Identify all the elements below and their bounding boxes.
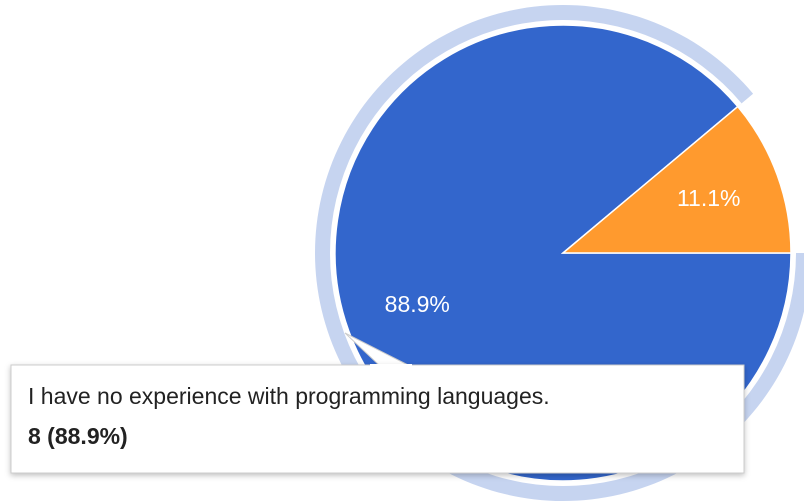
tooltip-category: I have no experience with programming la… [28, 383, 550, 409]
tooltip-detail: 8 (88.9%) [28, 423, 128, 449]
slice [560, 105, 792, 254]
slice-label: 11.1% [677, 185, 741, 211]
tooltip-joint [370, 364, 412, 367]
tooltip-box [10, 364, 745, 474]
tooltip: I have no experience with programming la… [10, 332, 745, 474]
slice-label: 88.9% [385, 291, 450, 317]
